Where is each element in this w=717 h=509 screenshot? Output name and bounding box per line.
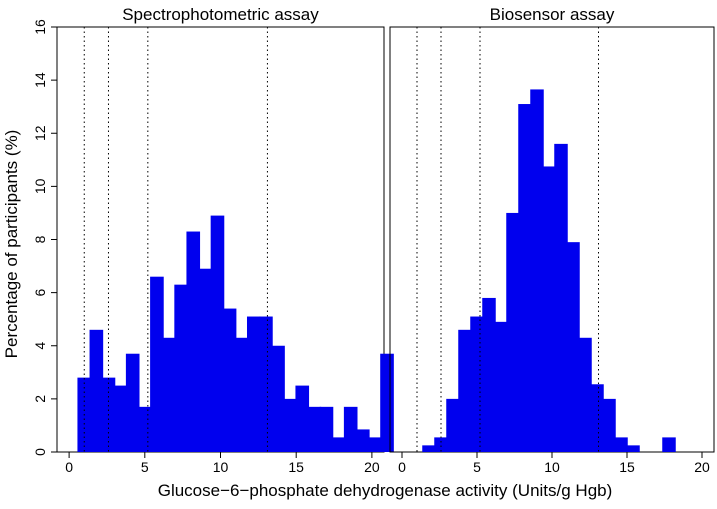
bar bbox=[355, 429, 370, 452]
bar bbox=[530, 89, 544, 452]
y-tick-label: 6 bbox=[32, 289, 48, 297]
y-tick-label: 10 bbox=[32, 178, 48, 194]
bar bbox=[234, 337, 249, 452]
panel-title: Biosensor assay bbox=[490, 5, 615, 24]
x-tick-label: 5 bbox=[141, 459, 149, 475]
bar bbox=[307, 406, 322, 452]
y-tick-label: 2 bbox=[32, 395, 48, 403]
bar bbox=[494, 321, 508, 452]
bar bbox=[554, 143, 568, 452]
panel-title: Spectrophotometric assay bbox=[122, 5, 319, 24]
bar bbox=[319, 406, 334, 452]
x-tick-label: 0 bbox=[65, 459, 73, 475]
bar bbox=[368, 437, 382, 452]
y-tick-label: 4 bbox=[32, 342, 48, 350]
x-tick-label: 15 bbox=[288, 459, 304, 475]
bar bbox=[331, 437, 346, 452]
y-tick-label: 0 bbox=[32, 448, 48, 456]
x-tick-label: 10 bbox=[544, 459, 560, 475]
bar bbox=[506, 212, 520, 452]
bar bbox=[380, 353, 394, 452]
bar bbox=[89, 329, 104, 452]
bar bbox=[578, 337, 592, 452]
x-tick-label: 20 bbox=[694, 459, 710, 475]
bar bbox=[113, 385, 128, 452]
bar bbox=[283, 398, 297, 452]
bar bbox=[259, 316, 273, 452]
bar bbox=[542, 166, 556, 452]
y-tick-label: 16 bbox=[32, 19, 48, 35]
bar bbox=[137, 406, 152, 452]
bar bbox=[470, 316, 484, 452]
bar bbox=[343, 406, 358, 452]
x-tick-label: 15 bbox=[619, 459, 635, 475]
x-tick-label: 20 bbox=[364, 459, 380, 475]
x-tick-label: 10 bbox=[213, 459, 229, 475]
bar bbox=[566, 242, 580, 452]
bar bbox=[662, 437, 676, 452]
bar bbox=[295, 385, 310, 452]
y-axis-label: Percentage of participants (%) bbox=[2, 130, 21, 359]
bar bbox=[210, 215, 225, 452]
y-tick-label: 12 bbox=[32, 125, 48, 141]
bar bbox=[590, 384, 604, 452]
bar bbox=[198, 268, 213, 452]
bar bbox=[434, 437, 448, 452]
bar bbox=[174, 284, 188, 452]
bar bbox=[222, 308, 237, 452]
bar bbox=[626, 445, 640, 452]
bar bbox=[614, 437, 628, 452]
bar bbox=[422, 445, 436, 452]
panel-biosensor: Biosensor assay 0 5 10 15 20 bbox=[389, 5, 715, 475]
y-tick-label: 14 bbox=[32, 72, 48, 88]
bar bbox=[602, 398, 616, 452]
y-tick-label: 8 bbox=[32, 235, 48, 243]
x-tick-label: 5 bbox=[473, 459, 481, 475]
bar bbox=[162, 337, 176, 452]
bar bbox=[150, 276, 164, 452]
x-axis-label: Glucose−6−phosphate dehydrogenase activi… bbox=[158, 481, 613, 500]
bar bbox=[125, 353, 140, 452]
x-tick-label: 0 bbox=[398, 459, 406, 475]
bar bbox=[246, 316, 261, 452]
bar bbox=[446, 398, 460, 452]
bar bbox=[482, 297, 496, 452]
panel-spectrophotometric: Spectrophotometric assay 0 5 10 15 20 0 2 4 6 8 10 1… bbox=[32, 5, 394, 475]
bar bbox=[458, 329, 472, 452]
bar bbox=[271, 345, 285, 452]
bar bbox=[518, 104, 532, 452]
bar bbox=[186, 231, 201, 452]
